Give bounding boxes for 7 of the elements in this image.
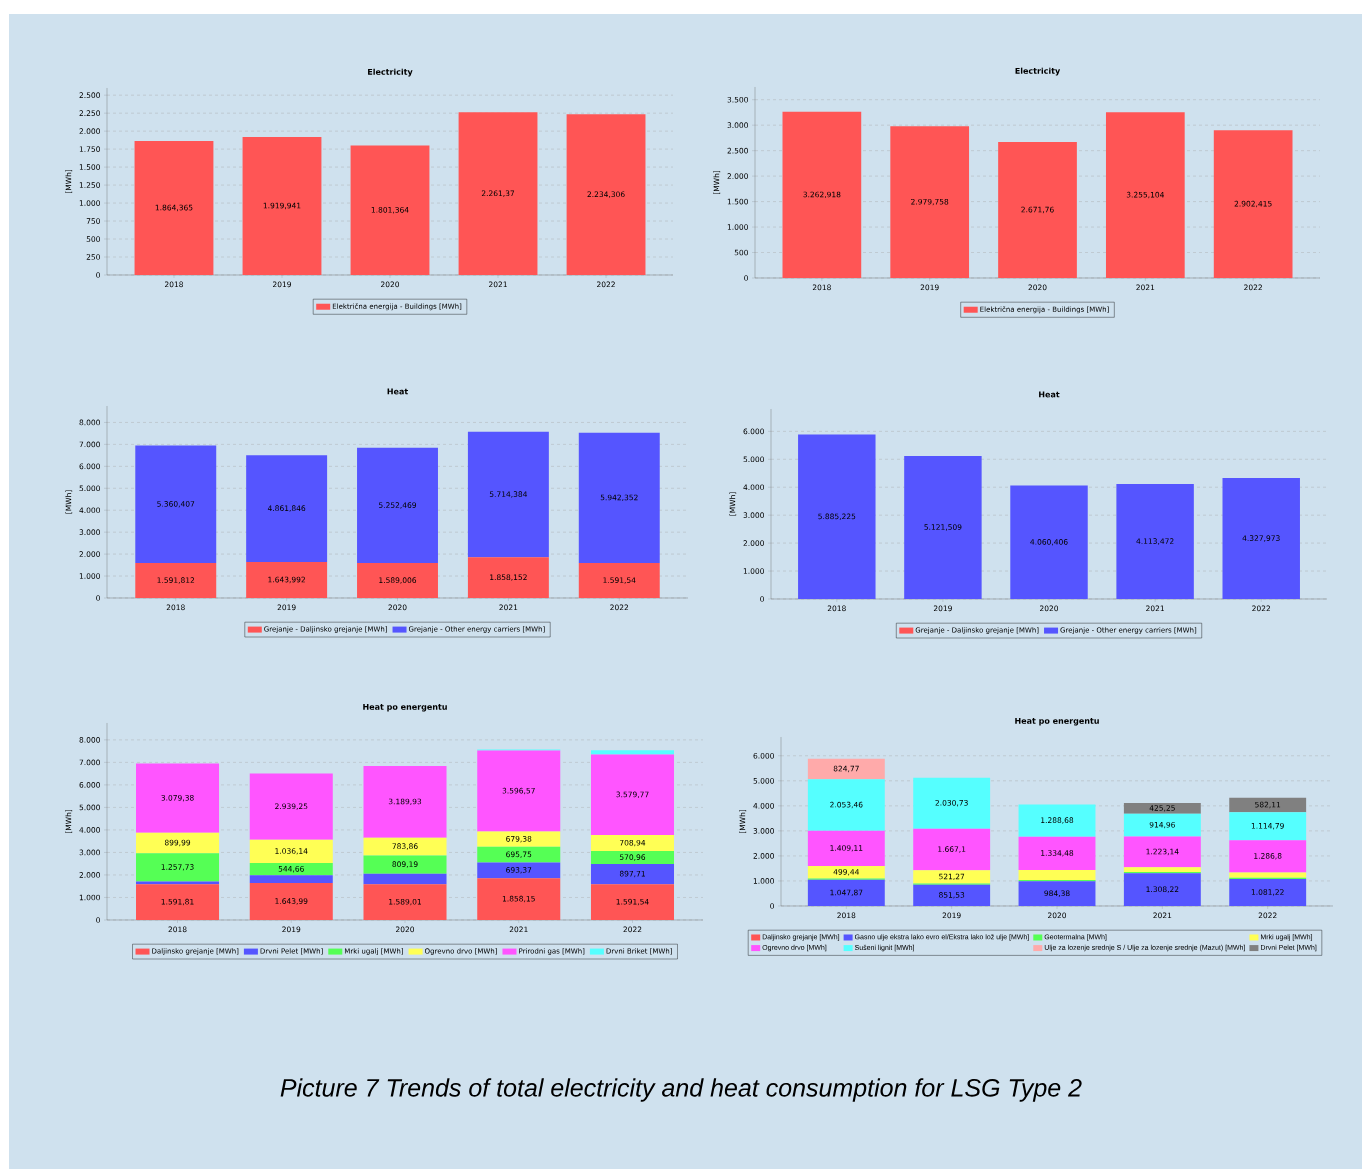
- chart-title: Heat: [387, 388, 408, 395]
- chart-title: Electricity: [368, 68, 413, 77]
- text: Picture 7 Trends of total electricity and heat consumption for LSG Type 2: [280, 1078, 1082, 1102]
- chart-title: Heat po energentu: [1015, 717, 1099, 726]
- chart-title: Electricity: [1015, 67, 1061, 76]
- chart-title: Heat: [1039, 391, 1060, 398]
- chart-title: Heat po energentu: [363, 703, 447, 712]
